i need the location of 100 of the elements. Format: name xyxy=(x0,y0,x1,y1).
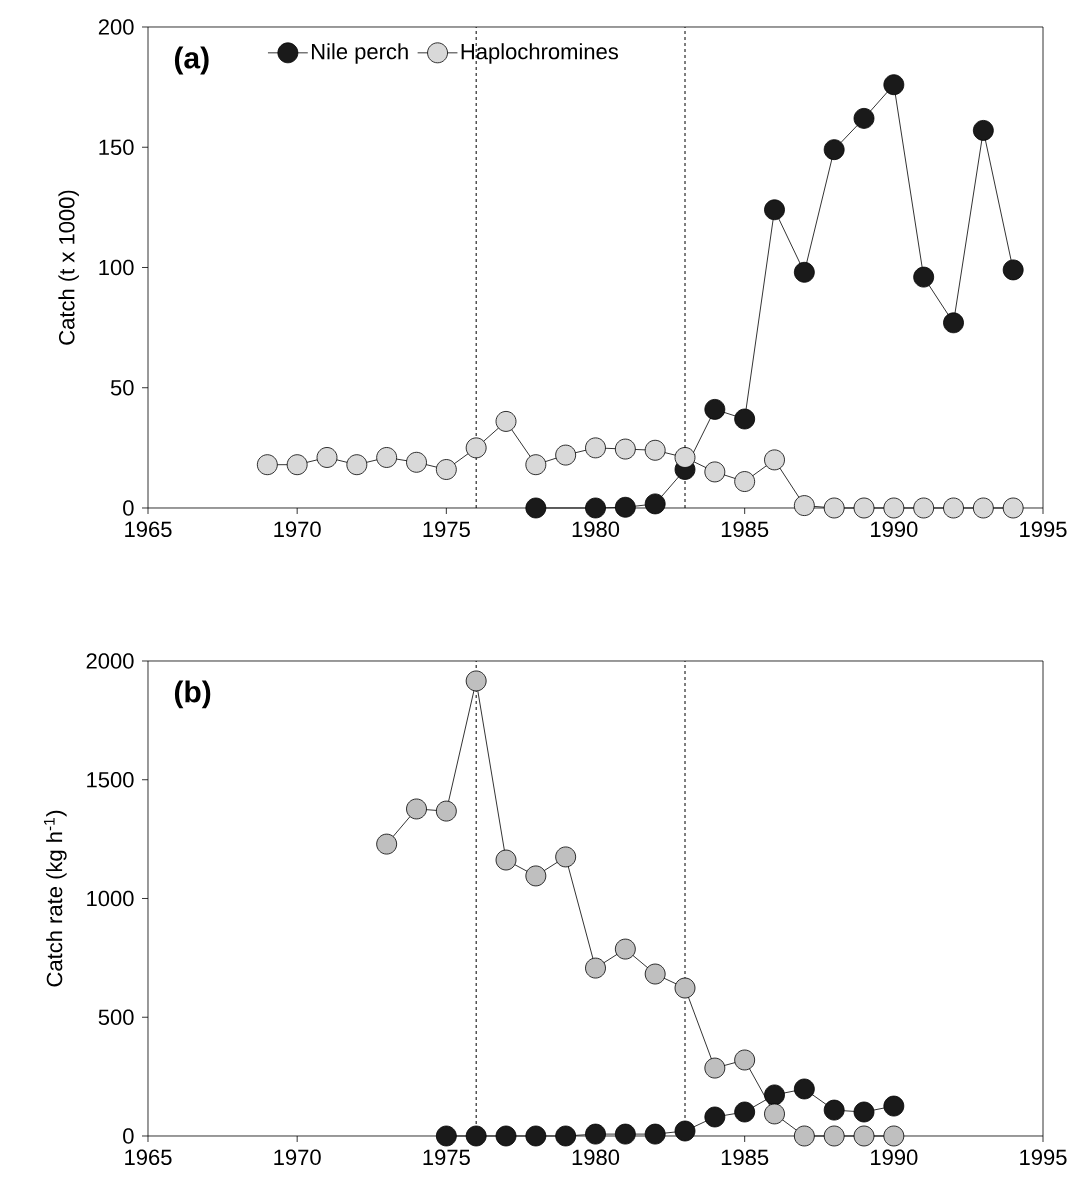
point xyxy=(465,437,487,459)
y-tick-label: 100 xyxy=(99,259,134,276)
point xyxy=(1002,497,1024,519)
point xyxy=(1002,259,1024,281)
point xyxy=(585,1123,606,1145)
text: (a) xyxy=(174,46,209,75)
x-tick-label: 1990 xyxy=(871,521,918,538)
point xyxy=(883,497,905,519)
point xyxy=(555,444,577,466)
point xyxy=(614,496,636,518)
point xyxy=(704,1057,726,1079)
point xyxy=(704,398,726,420)
point xyxy=(764,1103,785,1125)
point xyxy=(764,1084,785,1106)
point xyxy=(346,454,368,476)
y-tick-label: 0 xyxy=(123,1128,134,1144)
point xyxy=(406,798,427,820)
point xyxy=(644,439,666,461)
y-tick-label: 200 xyxy=(98,19,134,35)
legend-label: Haplochromines xyxy=(461,43,618,64)
y-tick-label: 500 xyxy=(98,1009,134,1026)
y-tick-label: 0 xyxy=(123,500,134,516)
x-tick-label: 1995 xyxy=(1020,521,1067,538)
point xyxy=(883,1095,905,1117)
x-tick-label: 1970 xyxy=(274,1149,321,1166)
point xyxy=(316,447,338,468)
point xyxy=(435,800,457,822)
point xyxy=(585,957,606,979)
x-tick-label: 1985 xyxy=(721,521,769,538)
y-axis-title: Catch rate (kg h$^{-1}$) xyxy=(43,810,67,987)
point xyxy=(764,199,785,221)
point xyxy=(704,461,726,483)
point xyxy=(883,1125,905,1147)
point xyxy=(376,833,398,855)
point xyxy=(256,454,278,476)
point xyxy=(943,312,964,334)
point xyxy=(585,497,606,519)
point xyxy=(734,1049,756,1071)
x-tick-label: 1975 xyxy=(423,1149,470,1166)
point xyxy=(793,495,815,516)
point xyxy=(644,1123,666,1145)
point xyxy=(435,1125,457,1147)
point xyxy=(734,471,756,492)
point xyxy=(853,1125,875,1147)
point xyxy=(585,437,606,459)
y-tick-label: 150 xyxy=(99,139,134,156)
point xyxy=(943,497,964,519)
point xyxy=(495,1125,517,1147)
point xyxy=(913,497,935,519)
text: (b) xyxy=(174,680,211,709)
point xyxy=(555,846,577,868)
point xyxy=(614,438,636,460)
point xyxy=(555,1125,577,1147)
x-tick-label: 1970 xyxy=(274,521,321,538)
point xyxy=(286,454,308,476)
point xyxy=(853,107,875,129)
point xyxy=(674,977,696,999)
point xyxy=(853,1101,875,1123)
point xyxy=(495,411,517,432)
point xyxy=(823,1099,845,1121)
x-tick-label: 1975 xyxy=(423,521,470,538)
point xyxy=(495,849,517,871)
point xyxy=(525,1125,547,1147)
point xyxy=(525,865,547,887)
y-axis-title: Catch (t x 1000) xyxy=(58,190,79,345)
point xyxy=(972,497,994,519)
x-tick-label: 1990 xyxy=(871,1149,918,1166)
point xyxy=(614,938,636,960)
point xyxy=(525,454,547,476)
point xyxy=(644,963,666,985)
point xyxy=(614,1123,636,1145)
x-tick-label: 1965 xyxy=(125,521,172,538)
point xyxy=(793,1078,815,1100)
point xyxy=(734,1101,756,1123)
legend-label: Nile perch xyxy=(311,43,408,64)
point xyxy=(376,447,398,468)
point xyxy=(644,493,666,515)
point xyxy=(674,1120,696,1142)
point xyxy=(853,497,875,519)
x-tick-label: 1985 xyxy=(721,1149,769,1166)
point xyxy=(704,1106,726,1128)
x-tick-label: 1980 xyxy=(572,521,620,538)
y-tick-label: 50 xyxy=(110,379,134,396)
x-tick-label: 1980 xyxy=(572,1149,620,1166)
point xyxy=(465,670,487,692)
point xyxy=(465,1125,487,1147)
point xyxy=(764,449,785,471)
point xyxy=(823,1125,845,1147)
point xyxy=(793,1125,815,1147)
point xyxy=(823,139,845,161)
point xyxy=(823,497,845,519)
y-tick-label: 1000 xyxy=(87,890,134,907)
y-tick-label: 2000 xyxy=(86,653,134,669)
y-tick-label: 1500 xyxy=(87,771,134,788)
point xyxy=(972,120,994,141)
point xyxy=(883,74,905,96)
x-tick-label: 1965 xyxy=(125,1149,172,1166)
point xyxy=(913,266,935,288)
point xyxy=(793,261,815,283)
point xyxy=(406,451,427,473)
